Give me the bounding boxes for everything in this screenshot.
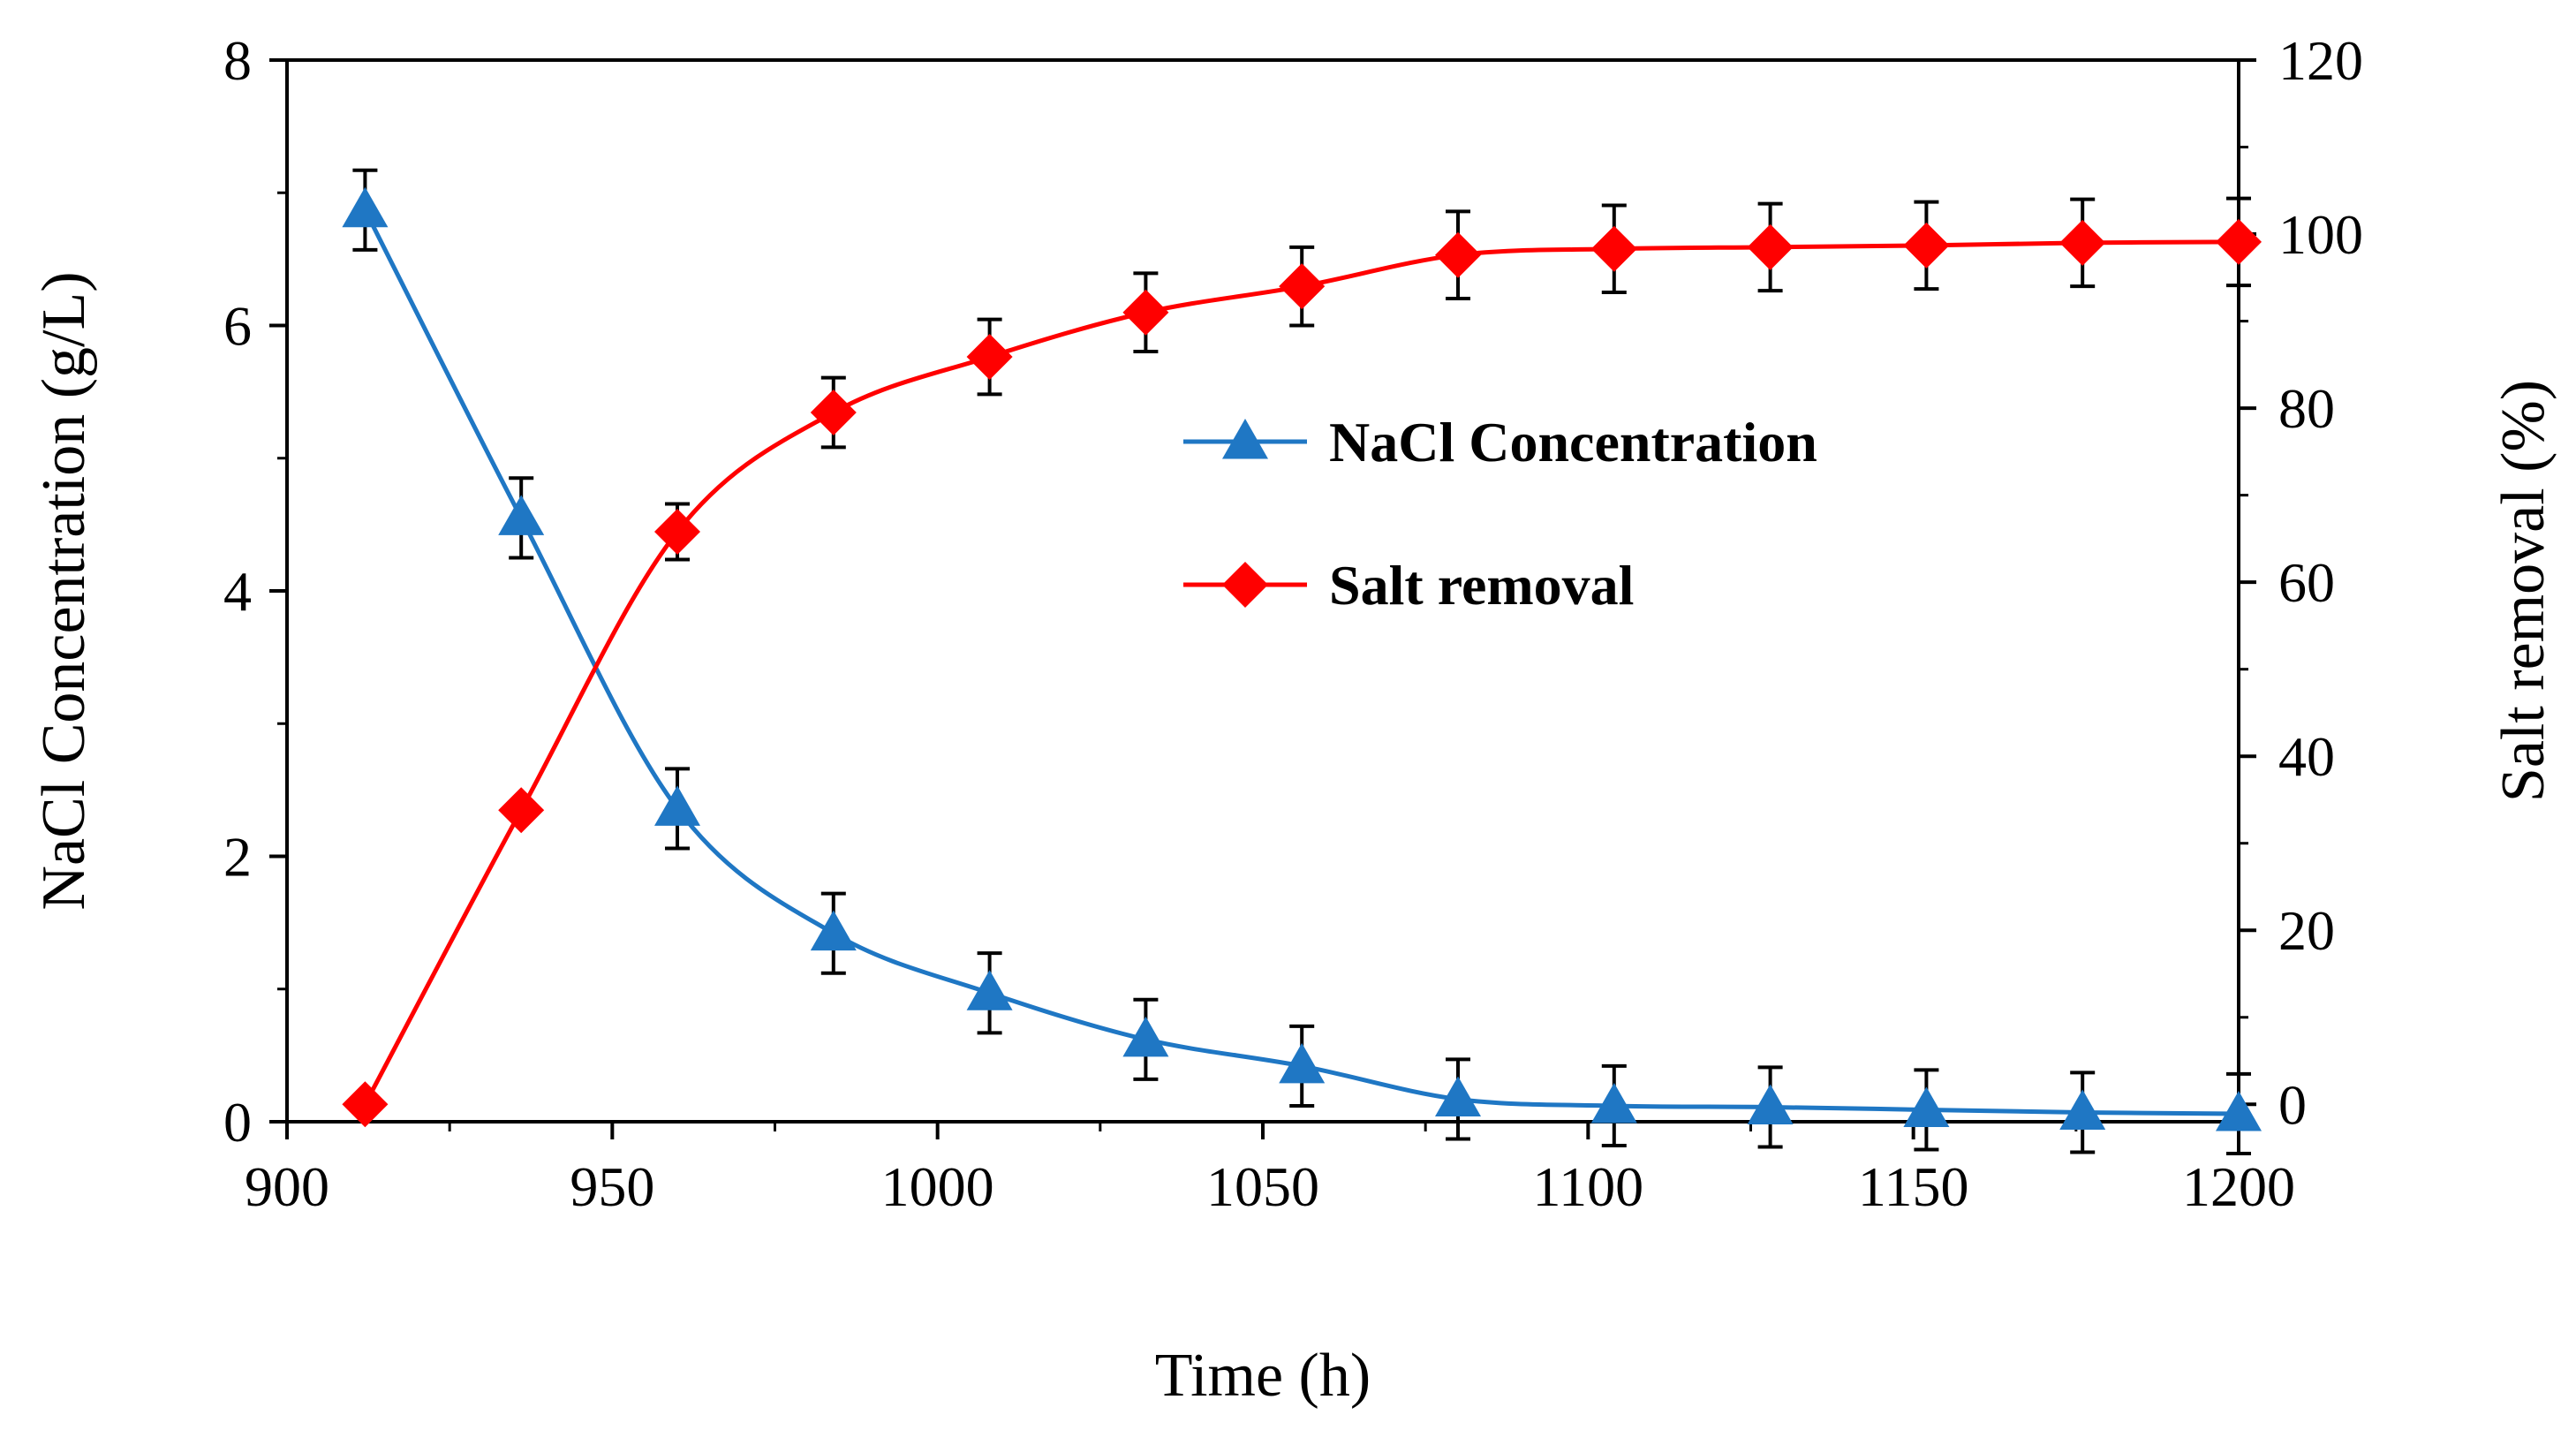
x-tick-label: 1050 — [1206, 1155, 1319, 1218]
data-point — [1279, 1042, 1326, 1084]
y-left-tick-label: 8 — [223, 29, 252, 92]
y-left-tick-label: 2 — [223, 826, 252, 889]
x-tick-label: 1100 — [1533, 1155, 1644, 1218]
data-point — [1747, 1084, 1794, 1124]
y-left-tick-label: 4 — [223, 560, 252, 623]
x-tick-label: 1150 — [1858, 1155, 1969, 1218]
data-point — [342, 186, 389, 228]
data-point — [2059, 219, 2106, 266]
data-point — [342, 1081, 389, 1128]
legend-label: NaCl Concentration — [1329, 411, 1817, 473]
y-left-tick-label: 0 — [223, 1091, 252, 1154]
y-left-tick-label: 6 — [223, 295, 252, 358]
legend-marker — [1222, 562, 1268, 608]
y-right-tick-label: 20 — [2278, 899, 2335, 962]
data-point — [498, 787, 545, 834]
axes: 900 950 1000 1050 1100 1150 120002468020406080… — [223, 29, 2363, 1218]
y-right-tick-label: 120 — [2278, 29, 2363, 92]
data-point — [1122, 289, 1169, 336]
legend: NaCl Concentration Salt removal — [1183, 411, 1817, 617]
data-point — [1279, 263, 1326, 310]
x-tick-label: 1200 — [2182, 1155, 2295, 1218]
y-right-tick-label: 0 — [2278, 1073, 2307, 1136]
legend-label: Salt removal — [1329, 554, 1634, 617]
data-point — [2216, 218, 2262, 265]
series-salt-removal — [342, 196, 2262, 1128]
data-point — [1903, 1086, 1950, 1127]
series-line — [363, 208, 2240, 1116]
x-tick-label: 950 — [570, 1155, 654, 1218]
data-point — [2059, 1089, 2106, 1130]
data-point — [1747, 223, 1794, 270]
y-axis-right-title: Salt removal (%) — [2489, 380, 2557, 802]
data-point — [2216, 1090, 2262, 1131]
y-right-tick-label: 40 — [2278, 725, 2335, 788]
legend-marker — [1222, 419, 1268, 459]
series-layer — [342, 168, 2262, 1156]
data-point — [1590, 1082, 1637, 1124]
series-nacl-concentration — [342, 168, 2262, 1156]
data-point — [1122, 1016, 1169, 1057]
x-tick-label: 900 — [245, 1155, 329, 1218]
plot-frame — [285, 58, 2240, 1124]
data-point — [966, 970, 1013, 1010]
y-right-tick-label: 60 — [2278, 551, 2335, 614]
data-point — [810, 390, 857, 436]
data-point — [1903, 222, 1950, 269]
x-tick-label: 1000 — [881, 1155, 994, 1218]
data-point — [1435, 231, 1481, 278]
data-point — [1590, 225, 1637, 272]
data-point — [1435, 1076, 1481, 1116]
data-point — [654, 509, 700, 556]
y-right-tick-label: 80 — [2278, 377, 2335, 440]
series-line — [363, 239, 2240, 1106]
data-point — [654, 785, 700, 826]
x-axis-title: Time (h) — [1155, 1342, 1371, 1410]
data-point — [966, 333, 1013, 380]
data-point — [810, 910, 857, 951]
data-point — [498, 495, 545, 535]
y-axis-left-title: NaCl Concentration (g/L) — [30, 271, 98, 910]
y-right-tick-label: 100 — [2278, 203, 2363, 266]
